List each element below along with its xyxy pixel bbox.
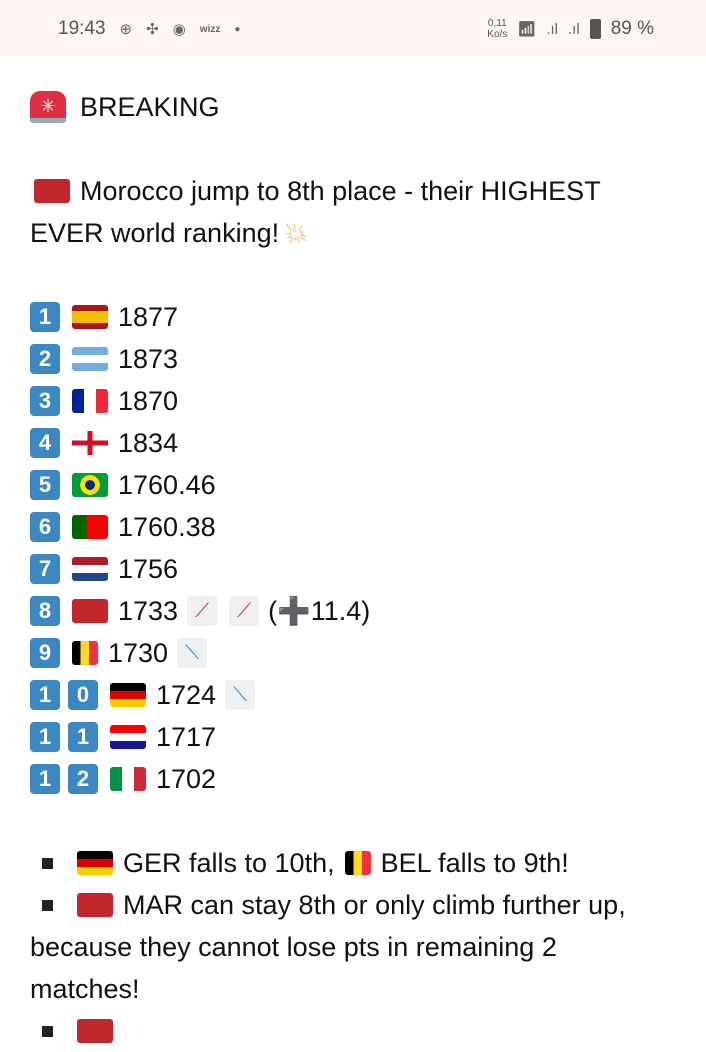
ranking-row: 1 1 1717: [30, 716, 676, 758]
bullet-text: because they cannot lose pts in remainin…: [30, 932, 557, 962]
battery-icon: [589, 19, 601, 39]
keycap-8-icon: 8: [30, 596, 60, 626]
ranking-row: 9 1730 ⟍: [30, 632, 676, 674]
ranking-row: 2 1873: [30, 338, 676, 380]
chart-decreasing-icon: ⟍: [225, 680, 256, 710]
argentina-flag-icon: [72, 347, 108, 371]
ranking-points: 1730: [108, 638, 169, 668]
rankings-list: 1 1877 2 1873 3 1870 4 1834 5 1760.46 6 1760.38 7 175…: [30, 296, 676, 800]
ranking-points: 1834: [118, 428, 179, 458]
italy-flag-icon: [110, 767, 146, 791]
ranking-row: 3 1870: [30, 380, 676, 422]
ranking-points: 1717: [156, 722, 217, 752]
morocco-flag-icon: [77, 1019, 113, 1043]
ranking-row: 4 1834: [30, 422, 676, 464]
bullet-icon: [42, 899, 53, 911]
chart-increasing-icon: ⟋: [187, 596, 218, 626]
keycap-5-icon: 5: [30, 470, 60, 500]
ranking-points: 1756: [118, 554, 179, 584]
keycap-1-icon: 1: [30, 680, 60, 710]
netherlands-flag-icon: [72, 557, 108, 581]
chart-decreasing-icon: ⟍: [177, 638, 208, 668]
ranking-row: 1 0 1724 ⟍: [30, 674, 676, 716]
intro-text: EVER world ranking!: [30, 218, 280, 248]
bullet-icon: [42, 1025, 53, 1037]
wifi-icon: 📶︎: [517, 21, 537, 38]
bullet-icon: [42, 857, 53, 869]
croatia-flag-icon: [110, 725, 146, 749]
keycap-4-icon: 4: [30, 428, 60, 458]
keycap-1-icon: 1: [30, 764, 60, 794]
keycap-3-icon: 3: [30, 386, 60, 416]
morocco-flag-icon: [34, 179, 70, 203]
headline: BREAKING: [80, 92, 220, 122]
signal-icon: .ıl: [568, 20, 580, 38]
network-speed: 0,11 Ko/s: [487, 18, 508, 40]
wizz-icon: wizz: [199, 23, 221, 35]
ranking-row: 5 1760.46: [30, 464, 676, 506]
bullet-text: BEL falls to 9th!: [380, 848, 569, 878]
keycap-1-icon: 1: [30, 302, 60, 332]
ranking-row: 1 1877: [30, 296, 676, 338]
keycap-1-icon: 1: [30, 722, 60, 752]
belgium-flag-icon: [72, 641, 98, 665]
collision-icon: 💥︎: [285, 218, 308, 248]
ranking-row: 6 1760.38: [30, 506, 676, 548]
keycap-2-icon: 2: [68, 764, 98, 794]
keycap-0-icon: 0: [68, 680, 98, 710]
spain-flag-icon: [72, 305, 108, 329]
portugal-flag-icon: [72, 515, 108, 539]
england-flag-icon: [72, 431, 108, 455]
ranking-points: 1873: [118, 344, 179, 374]
fan-icon: ✣: [146, 21, 159, 38]
belgium-flag-icon: [344, 851, 371, 875]
morocco-flag-icon: [77, 893, 113, 917]
ranking-row: 8 1733 ⟋ ⟋ (➕11.4): [30, 590, 676, 632]
keycap-7-icon: 7: [30, 554, 60, 584]
brazil-flag-icon: [72, 473, 108, 497]
ranking-points: 1702: [156, 764, 217, 794]
ranking-points: 1877: [118, 302, 179, 332]
bullet-text: MAR can stay 8th or only climb further u…: [123, 890, 626, 920]
morocco-flag-icon: [72, 599, 108, 623]
ranking-row: 7 1756: [30, 548, 676, 590]
ranking-points: 1760.38: [118, 512, 216, 542]
clock: 19:43: [58, 18, 106, 39]
battery-level: 89 %: [610, 18, 654, 39]
siren-icon: ✳: [30, 91, 66, 123]
keycap-2-icon: 2: [30, 344, 60, 374]
bullet-text: matches!: [30, 974, 140, 1004]
status-bar: 19:43 ⊕ ✣ ◉ wizz ● 0,11 Ko/s 📶︎ .ıl .ıl 8…: [0, 0, 706, 58]
ranking-change: (➕11.4): [268, 596, 371, 626]
intro-text: Morocco jump to 8th place - their HIGHES…: [80, 176, 601, 206]
ranking-points: 1870: [118, 386, 179, 416]
ranking-points: 1733: [118, 596, 179, 626]
germany-flag-icon: [77, 851, 113, 875]
france-flag-icon: [72, 389, 108, 413]
chart-increasing-icon: ⟋: [229, 596, 260, 626]
germany-flag-icon: [110, 683, 146, 707]
keycap-9-icon: 9: [30, 638, 60, 668]
cricket-icon: ⊕: [119, 21, 133, 38]
keycap-6-icon: 6: [30, 512, 60, 542]
post-body: ✳ BREAKING Morocco jump to 8th place - th…: [0, 58, 706, 1052]
location-icon: ◉: [172, 21, 186, 38]
dot-icon: ●: [234, 23, 241, 35]
bullet-text: GER falls to 10th,: [123, 848, 335, 878]
ranking-points: 1760.46: [118, 470, 216, 500]
keycap-1-icon: 1: [68, 722, 98, 752]
ranking-row: 1 2 1702: [30, 758, 676, 800]
signal-icon: .ıl: [546, 20, 559, 38]
ranking-points: 1724: [156, 680, 217, 710]
